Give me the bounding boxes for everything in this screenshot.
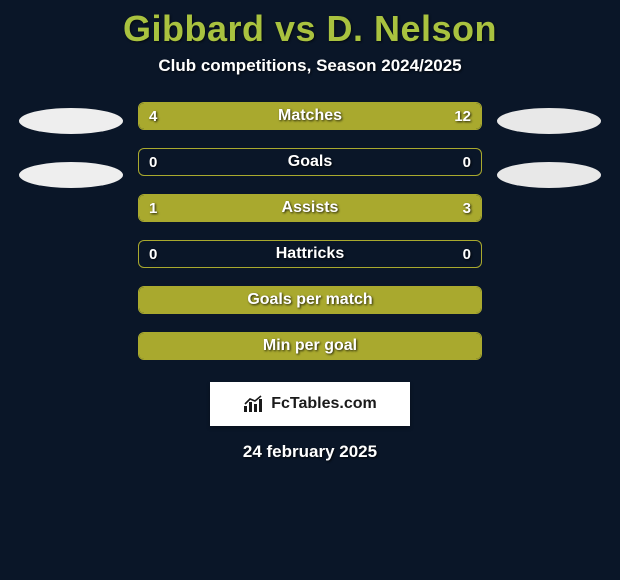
footer-date: 24 february 2025 xyxy=(243,442,377,462)
stat-label: Goals xyxy=(139,149,481,175)
chart-icon xyxy=(243,395,265,413)
stats-center-col: 412Matches 00Goals 13Assists 00Hattricks Goa… xyxy=(138,102,482,360)
player-logo-placeholder xyxy=(19,108,123,134)
stat-label: Goals per match xyxy=(139,287,481,313)
player-logo-placeholder xyxy=(19,162,123,188)
player-logo-placeholder xyxy=(497,108,601,134)
left-player-col xyxy=(16,102,126,216)
stat-label: Hattricks xyxy=(139,241,481,267)
source-badge-text: FcTables.com xyxy=(271,395,377,413)
stat-row: 00Hattricks xyxy=(138,240,482,268)
stat-row: Min per goal xyxy=(138,332,482,360)
stat-label: Assists xyxy=(139,195,481,221)
stat-row: Goals per match xyxy=(138,286,482,314)
comparison-infographic: Gibbard vs D. Nelson Club competitions, … xyxy=(0,0,620,462)
subtitle: Club competitions, Season 2024/2025 xyxy=(158,56,461,76)
stat-row: 412Matches xyxy=(138,102,482,130)
stat-row: 13Assists xyxy=(138,194,482,222)
stat-row: 00Goals xyxy=(138,148,482,176)
player-logo-placeholder xyxy=(497,162,601,188)
right-player-col xyxy=(494,102,604,216)
stats-area: 412Matches 00Goals 13Assists 00Hattricks Goa… xyxy=(0,102,620,360)
stat-label: Matches xyxy=(139,103,481,129)
page-title: Gibbard vs D. Nelson xyxy=(123,8,497,50)
source-badge[interactable]: FcTables.com xyxy=(210,382,410,426)
stat-label: Min per goal xyxy=(139,333,481,359)
